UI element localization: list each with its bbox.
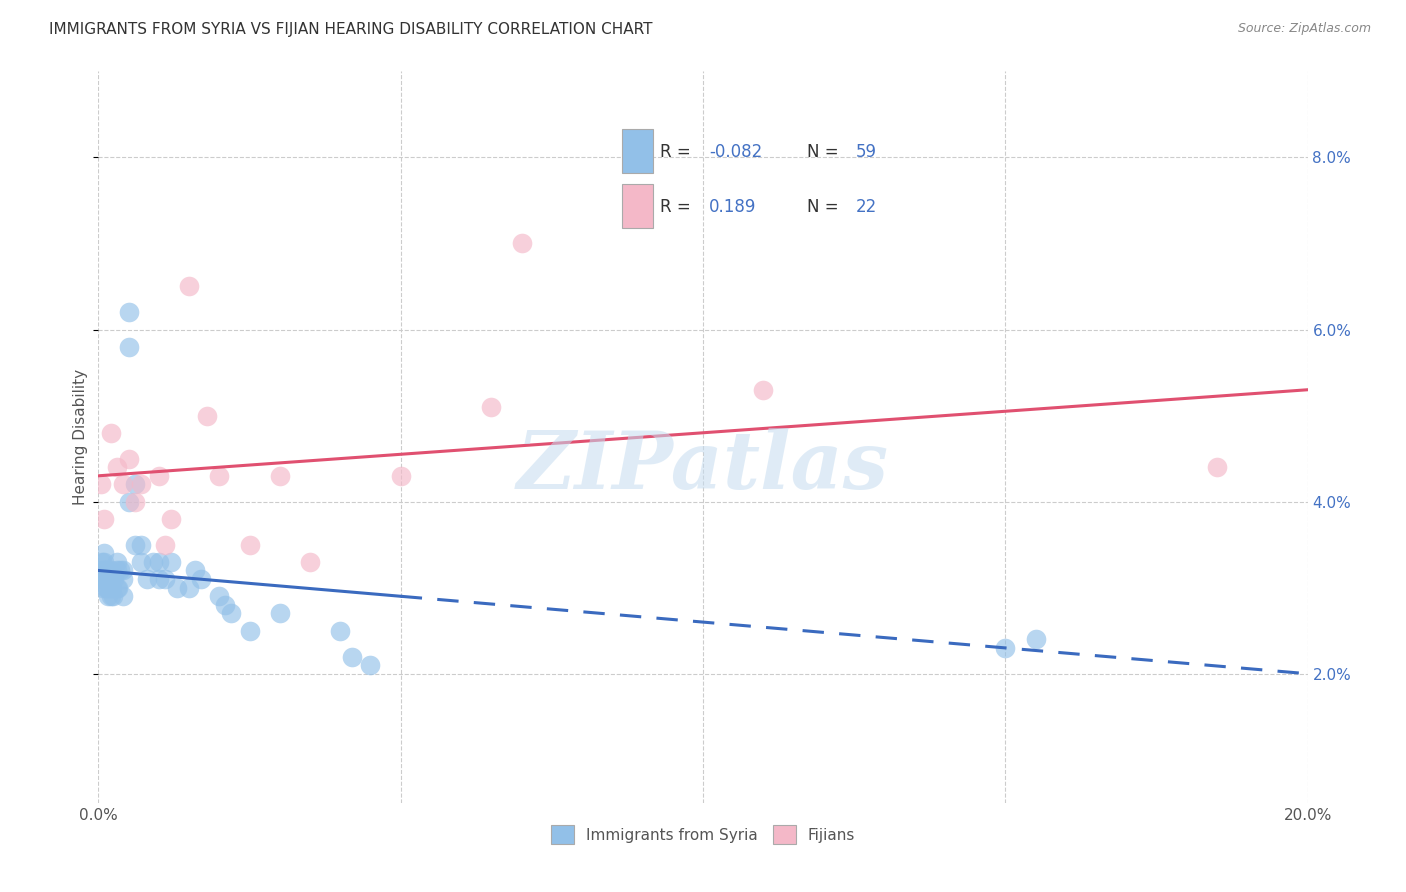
Point xyxy=(129,477,152,491)
Point xyxy=(96,564,118,578)
Point xyxy=(105,581,128,595)
Point xyxy=(342,649,364,664)
Point xyxy=(100,425,122,440)
Point xyxy=(93,572,115,586)
Point xyxy=(160,555,183,569)
Point xyxy=(107,581,129,595)
FancyBboxPatch shape xyxy=(621,184,654,228)
Point xyxy=(93,512,115,526)
Point xyxy=(105,460,128,475)
Text: R =: R = xyxy=(661,143,696,161)
Point xyxy=(91,572,114,586)
Text: IMMIGRANTS FROM SYRIA VS FIJIAN HEARING DISABILITY CORRELATION CHART: IMMIGRANTS FROM SYRIA VS FIJIAN HEARING … xyxy=(49,22,652,37)
Point xyxy=(148,572,170,586)
Point xyxy=(239,624,262,638)
Point xyxy=(93,555,115,569)
Point xyxy=(179,581,201,595)
Text: ZIPatlas: ZIPatlas xyxy=(517,427,889,505)
Point xyxy=(360,658,382,673)
Point xyxy=(1024,632,1046,647)
Point xyxy=(118,340,141,354)
Point xyxy=(481,400,503,414)
Point xyxy=(994,640,1017,655)
Point xyxy=(124,477,146,491)
Point xyxy=(129,538,152,552)
Point xyxy=(91,555,114,569)
Point xyxy=(90,477,112,491)
Point xyxy=(389,468,412,483)
Point xyxy=(510,236,533,251)
Point xyxy=(100,581,122,595)
Point xyxy=(166,581,188,595)
Point xyxy=(93,546,115,560)
Point xyxy=(153,538,176,552)
Point xyxy=(111,589,134,603)
Point xyxy=(135,572,157,586)
Point xyxy=(299,555,322,569)
Point xyxy=(108,564,131,578)
Point xyxy=(97,581,120,595)
Text: 59: 59 xyxy=(856,143,877,161)
Text: N =: N = xyxy=(807,198,844,216)
Point xyxy=(190,572,212,586)
Point xyxy=(97,589,120,603)
Point xyxy=(752,383,775,397)
Point xyxy=(142,555,165,569)
Point xyxy=(269,607,291,621)
Point xyxy=(93,564,115,578)
Text: N =: N = xyxy=(807,143,844,161)
Point xyxy=(124,494,146,508)
Point xyxy=(100,589,122,603)
Point xyxy=(91,581,114,595)
Point xyxy=(118,494,141,508)
Point xyxy=(100,581,122,595)
Point xyxy=(269,468,291,483)
Legend: Immigrants from Syria, Fijians: Immigrants from Syria, Fijians xyxy=(544,819,862,850)
Point xyxy=(105,555,128,569)
Point xyxy=(118,305,141,319)
Point xyxy=(94,581,117,595)
Text: -0.082: -0.082 xyxy=(709,143,762,161)
Point xyxy=(214,598,236,612)
Point xyxy=(118,451,141,466)
Point xyxy=(148,468,170,483)
Point xyxy=(111,572,134,586)
Point xyxy=(93,564,115,578)
Point xyxy=(98,572,121,586)
Point xyxy=(148,555,170,569)
Point xyxy=(1206,460,1229,475)
Y-axis label: Hearing Disability: Hearing Disability xyxy=(73,369,89,505)
Point xyxy=(111,477,134,491)
Text: Source: ZipAtlas.com: Source: ZipAtlas.com xyxy=(1237,22,1371,36)
Point xyxy=(96,581,118,595)
Point xyxy=(103,572,125,586)
FancyBboxPatch shape xyxy=(621,129,654,173)
Point xyxy=(129,555,152,569)
Point xyxy=(101,589,124,603)
Point xyxy=(100,564,122,578)
Point xyxy=(208,468,231,483)
Point xyxy=(105,564,128,578)
Point xyxy=(96,572,118,586)
Text: R =: R = xyxy=(661,198,702,216)
Point xyxy=(160,512,183,526)
Point xyxy=(111,564,134,578)
Point xyxy=(90,564,112,578)
Point xyxy=(239,538,262,552)
Point xyxy=(208,589,231,603)
Point xyxy=(195,409,218,423)
Point xyxy=(179,279,201,293)
Text: 0.189: 0.189 xyxy=(709,198,756,216)
Point xyxy=(221,607,243,621)
Point xyxy=(184,564,207,578)
Point xyxy=(124,538,146,552)
Point xyxy=(100,572,122,586)
Text: 22: 22 xyxy=(856,198,877,216)
Point xyxy=(153,572,176,586)
Point xyxy=(96,572,118,586)
Point xyxy=(329,624,352,638)
